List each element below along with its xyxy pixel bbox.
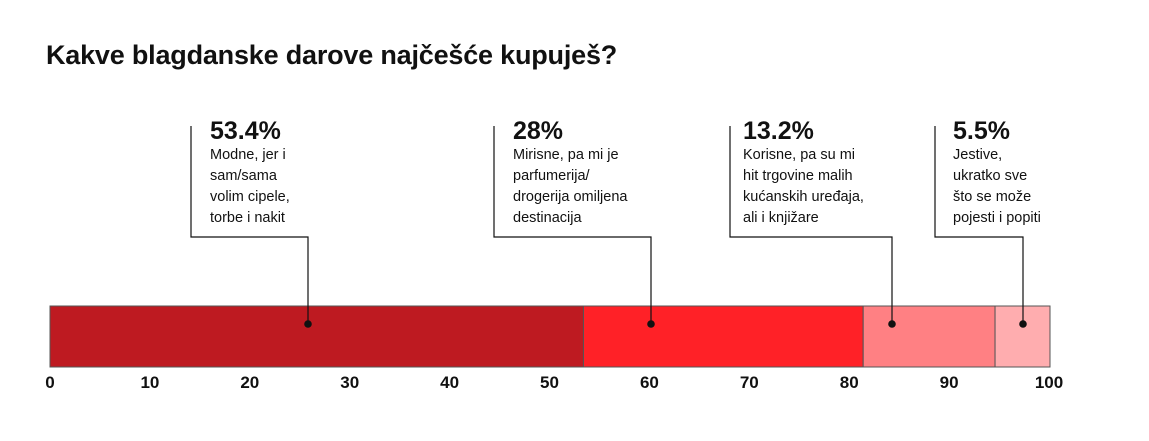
callout-leader-1 (190, 126, 309, 324)
segment-description-line: što se može (953, 189, 1031, 205)
segment-description-line: destinacija (513, 210, 582, 226)
segment-description-line: parfumerija/ (513, 168, 591, 184)
data-label-1: 53.4% (210, 117, 281, 145)
x-tick-label: 90 (940, 373, 959, 392)
callout-leader-4 (934, 126, 1024, 324)
x-tick-label: 100 (1035, 373, 1063, 392)
segment-description-line: Jestive, (953, 147, 1002, 163)
data-label-4: 5.5% (953, 117, 1010, 145)
x-tick-label: 80 (840, 373, 859, 392)
segment-description-line: Korisne, pa su mi (743, 147, 855, 163)
x-tick-label: 60 (640, 373, 659, 392)
segment-description-2: Mirisne, pa mi je parfumerija/drogerija o… (513, 147, 628, 226)
segment-description-line: ukratko sve (953, 168, 1027, 184)
callout-dot-3 (888, 320, 896, 328)
x-tick-label: 40 (440, 373, 459, 392)
callout-leader-3 (729, 126, 893, 324)
segment-description-3: Korisne, pa su mi hit trgovine malih kućan… (743, 147, 864, 226)
x-tick-label: 20 (240, 373, 259, 392)
bar-segment-3 (862, 305, 996, 368)
x-tick-label: 70 (740, 373, 759, 392)
x-tick-label: 10 (140, 373, 159, 392)
segment-description-line: pojesti i popiti (953, 210, 1041, 226)
segment-description-line: kućanskih uređaja, (743, 189, 864, 205)
data-label-2: 28% (513, 117, 563, 145)
segment-description-4: Jestive, ukratko sve što se može pojesti i … (953, 147, 1041, 226)
segment-description-1: Modne, jer i sam/sama volim cipele, torbe i… (210, 147, 290, 226)
segment-description-line: Modne, jer i (210, 147, 286, 163)
callout-dot-2 (647, 320, 655, 328)
segment-description-line: torbe i nakit (210, 210, 285, 226)
x-tick-label: 50 (540, 373, 559, 392)
bar-segment-1 (49, 305, 584, 368)
callout-leader-2 (493, 126, 652, 324)
segment-description-line: Mirisne, pa mi je (513, 147, 619, 163)
data-label-3: 13.2% (743, 117, 814, 145)
chart-title: Kakve blagdanske darove najčešće kupuješ… (46, 40, 618, 70)
segment-description-line: ali i knjižare (743, 210, 819, 226)
callout-dot-1 (304, 320, 312, 328)
callout-dot-4 (1019, 320, 1027, 328)
segment-description-line: drogerija omiljena (513, 189, 628, 205)
x-tick-label: 30 (340, 373, 359, 392)
segment-description-line: hit trgovine malih (743, 168, 853, 184)
segment-description-line: sam/sama (210, 168, 278, 184)
bar-segment-2 (582, 305, 864, 368)
x-tick-label: 0 (45, 373, 54, 392)
segment-description-line: volim cipele, (210, 189, 290, 205)
